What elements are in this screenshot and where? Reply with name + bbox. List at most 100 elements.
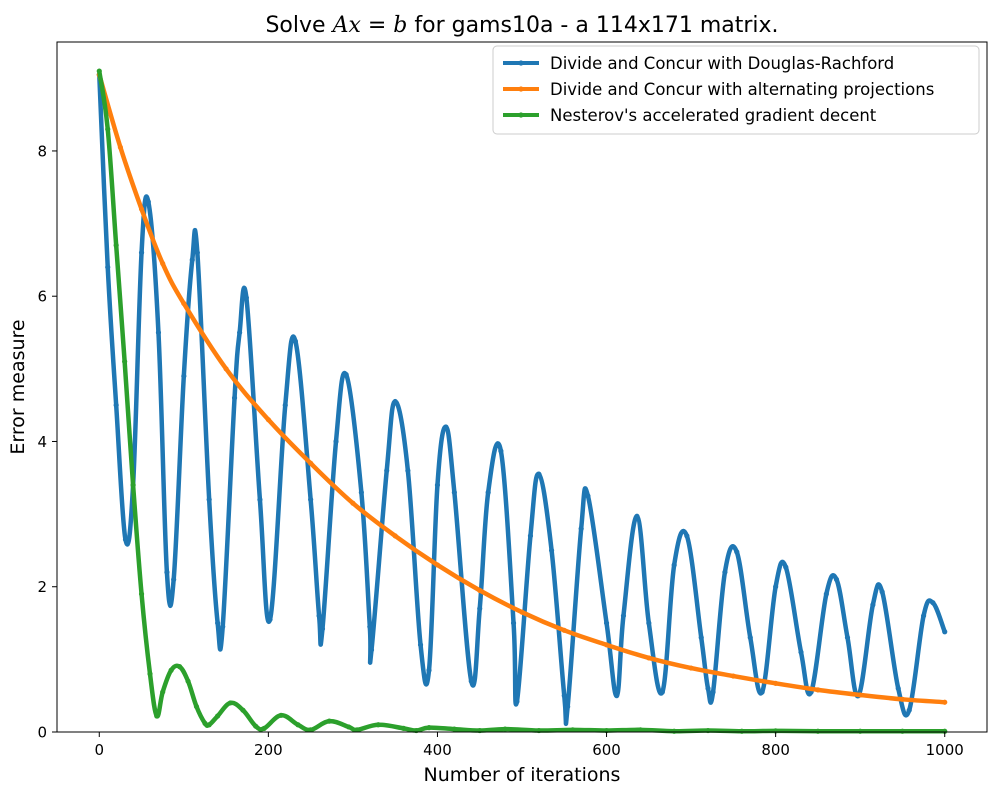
series-2-point-6 (265, 417, 271, 423)
series-3-point-5 (138, 591, 145, 597)
series-3-point-23 (326, 718, 332, 724)
series-1-point-62 (710, 689, 716, 695)
series-3-point-17 (240, 707, 246, 713)
series-1-point-60 (698, 634, 704, 641)
series-3-point-29 (426, 725, 432, 731)
series-1-point-47 (548, 547, 555, 554)
title-math-eq: = (361, 13, 393, 38)
series-3-point-1 (105, 126, 111, 132)
series-1-point-31 (384, 467, 390, 474)
legend-label-1: Divide and Concur with Douglas-Rachford (550, 54, 894, 73)
legend: Divide and Concur with Douglas-Rachford D… (492, 45, 980, 135)
series-1-point-10 (181, 373, 187, 379)
series-1-point-3 (122, 536, 129, 543)
series-2 (96, 72, 948, 705)
series-1-point-22 (292, 338, 299, 344)
series-3-point-39 (739, 728, 745, 734)
series-1-point-20 (267, 616, 273, 623)
series-1-point-58 (671, 562, 677, 568)
series-3-point-34 (570, 727, 576, 733)
series-1-point-14 (215, 620, 221, 626)
series-1-point-35 (426, 667, 432, 673)
series-1-point-28 (358, 489, 364, 495)
series-line-2 (97, 72, 947, 705)
series-2-point-13 (561, 627, 567, 633)
axes-layer: 0 200 400 600 800 1000 0 2 4 6 8 (37, 41, 988, 759)
series-1-point-13 (206, 496, 212, 503)
series-1-point-45 (527, 533, 534, 539)
y-tick-label-1: 2 (37, 578, 47, 596)
series-3-point-22 (308, 727, 314, 733)
series-2-point-5 (223, 366, 229, 372)
series-1-point-46 (536, 471, 542, 477)
series-2-point-19 (815, 687, 821, 693)
series-1-point-16 (231, 395, 238, 401)
series-2-point-12 (519, 609, 525, 615)
series-1-point-77 (895, 685, 901, 692)
series-3-point-18 (253, 723, 259, 729)
series-3-point-30 (451, 726, 457, 732)
series-1-point-12 (194, 250, 200, 256)
series-1-point-64 (734, 549, 740, 555)
series-3-point-25 (354, 727, 360, 733)
series-line-3 (97, 68, 947, 734)
series-1-point-17 (237, 329, 243, 336)
series-3-point-20 (278, 712, 284, 718)
series-2-point-17 (730, 673, 736, 679)
y-axis-label: Error measure (7, 319, 29, 454)
series-3-point-36 (637, 727, 643, 733)
series-1-point-79 (920, 613, 927, 619)
legend-label-2: Divide and Concur with alternating proje… (550, 80, 934, 99)
series-1 (96, 72, 948, 726)
title-prefix: Solve (265, 13, 332, 38)
x-axis-label: Number of iterations (424, 764, 621, 786)
series-2-point-1 (117, 144, 124, 150)
series-1-point-53 (614, 693, 620, 699)
series-1-point-50 (578, 526, 584, 532)
series-1-point-80 (930, 600, 936, 606)
series-1-point-6 (145, 199, 151, 205)
x-tick-label-4: 800 (761, 741, 790, 759)
series-1-point-11 (189, 257, 195, 263)
series-1-point-18 (243, 295, 249, 301)
plot-frame (56, 41, 988, 733)
series-3-point-4 (130, 482, 136, 488)
series-2-point-22 (942, 699, 948, 705)
series-1-point-76 (879, 589, 885, 595)
series-1-point-56 (646, 620, 652, 626)
series-1-point-9 (171, 576, 177, 583)
series-1-point-15 (220, 624, 226, 630)
series-2-point-11 (477, 587, 483, 593)
legend-marker-1 (518, 60, 524, 66)
series-layer (96, 68, 948, 734)
series-1-point-42 (498, 448, 504, 454)
series-1-point-7 (155, 329, 162, 336)
series-1-point-73 (844, 634, 851, 641)
series-3-point-12 (193, 703, 200, 710)
series-1-point-39 (468, 678, 474, 684)
x-tick-label-0: 0 (94, 741, 104, 759)
series-3-point-9 (168, 667, 174, 673)
series-1-point-57 (659, 689, 665, 695)
series-1-point-44 (514, 698, 520, 705)
series-3-point-6 (147, 671, 153, 677)
series-1-point-54 (620, 613, 627, 619)
series-3-point-10 (176, 664, 183, 670)
legend-marker-3 (518, 112, 524, 118)
y-tick-label-3: 6 (37, 288, 47, 306)
series-1-point-32 (392, 398, 398, 405)
series-3-point-0 (96, 68, 102, 74)
series-2-point-8 (350, 500, 356, 506)
series-1-point-21 (282, 402, 288, 408)
series-3-point-14 (206, 722, 212, 728)
series-1-point-29 (367, 624, 373, 630)
series-1-point-38 (451, 489, 457, 495)
series-1-point-5 (138, 250, 145, 256)
series-1-point-49 (565, 703, 571, 710)
series-2-point-16 (688, 665, 694, 671)
series-2-point-7 (308, 460, 314, 466)
series-3-point-27 (401, 725, 407, 731)
series-1-point-72 (833, 576, 840, 583)
series-3-point-3 (122, 358, 128, 365)
